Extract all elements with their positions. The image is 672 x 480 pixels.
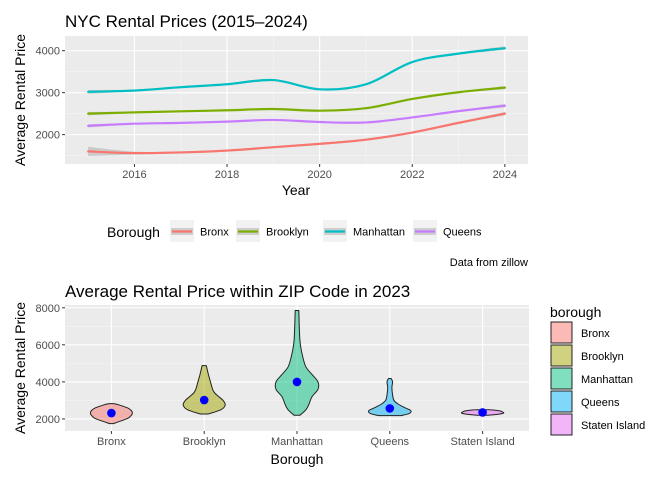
legend-label-staten-island: Staten Island bbox=[581, 420, 645, 432]
violin-chart-xlabel: Borough bbox=[271, 451, 324, 467]
series-line-bronx bbox=[87, 112, 506, 155]
legend-key-manhattan bbox=[550, 367, 573, 390]
series-band-bronx bbox=[88, 111, 505, 157]
line-chart-ylabel: Average Rental Price bbox=[12, 34, 28, 166]
violin-chart-xtick-label: Staten Island bbox=[450, 436, 514, 448]
violin-chart-legend: borough Bronx Brooklyn Manhattan Queens Stat… bbox=[550, 304, 645, 436]
legend-label-bronx: Bronx bbox=[581, 328, 610, 340]
legend-key-brooklyn bbox=[550, 344, 573, 367]
violin-chart-axes: 2000 4000 6000 8000 Bronx Brooklyn Manhattan Qu… bbox=[36, 303, 515, 448]
mean-point-brooklyn bbox=[199, 395, 209, 405]
line-chart-xtick-label: 2024 bbox=[493, 169, 517, 181]
line-chart-xtick-label: 2018 bbox=[215, 169, 239, 181]
violin-chart-xtick-label: Brooklyn bbox=[183, 436, 226, 448]
line-chart-series bbox=[87, 46, 506, 157]
mean-point-queens bbox=[385, 404, 395, 413]
line-chart-xtick-label: 2020 bbox=[307, 169, 331, 181]
violin-chart-ytick-label: 2000 bbox=[36, 414, 60, 426]
violin-chart-xtick-label: Manhattan bbox=[271, 436, 323, 448]
violin-chart-title: Average Rental Price within ZIP Code in … bbox=[65, 282, 410, 301]
violin-chart-ytick-label: 6000 bbox=[36, 340, 60, 352]
mean-point-bronx bbox=[107, 408, 116, 418]
caption: Data from zillow bbox=[450, 257, 528, 269]
line-chart-ytick-label: 4000 bbox=[36, 46, 60, 58]
legend-label-queens: Queens bbox=[581, 397, 620, 409]
legend-key-staten-island bbox=[550, 413, 573, 436]
line-chart-xtick-label: 2022 bbox=[400, 169, 424, 181]
line-chart: NYC Rental Prices (2015–2024) 2016 2018 20… bbox=[12, 12, 528, 269]
legend-label-brooklyn: Brooklyn bbox=[581, 351, 624, 363]
line-chart-title: NYC Rental Prices (2015–2024) bbox=[65, 12, 308, 31]
line-chart-axes: 2016 2018 2020 2022 2024 2000 3000 4000 bbox=[36, 46, 518, 181]
violin-manhattan bbox=[274, 310, 320, 416]
legend-label-brooklyn: Brooklyn bbox=[266, 227, 309, 239]
line-chart-xlabel: Year bbox=[282, 182, 311, 198]
line-chart-ytick-label: 3000 bbox=[36, 88, 60, 100]
violin-chart-violins bbox=[89, 310, 505, 425]
violin-chart-ylabel: Average Rental Price bbox=[12, 302, 28, 434]
series-line-brooklyn bbox=[87, 86, 506, 115]
line-chart-panel bbox=[65, 36, 528, 164]
line-chart-xtick-label: 2016 bbox=[122, 169, 146, 181]
legend-label-queens: Queens bbox=[443, 227, 482, 239]
legend-label-manhattan: Manhattan bbox=[581, 374, 633, 386]
legend-key-queens bbox=[550, 390, 573, 413]
legend-label-manhattan: Manhattan bbox=[353, 227, 405, 239]
legend-key-bronx bbox=[550, 321, 573, 344]
violin-chart-xtick-label: Bronx bbox=[97, 436, 126, 448]
violin-chart: Average Rental Price within ZIP Code in … bbox=[12, 282, 645, 467]
violin-chart-xtick-label: Queens bbox=[371, 436, 410, 448]
violin-queens bbox=[367, 378, 412, 417]
violin-brooklyn bbox=[182, 365, 226, 415]
series-line-queens bbox=[87, 104, 506, 127]
line-chart-ytick-label: 2000 bbox=[36, 130, 60, 142]
violin-chart-ytick-label: 8000 bbox=[36, 303, 60, 315]
mean-point-manhattan bbox=[292, 377, 302, 387]
series-line-manhattan bbox=[87, 47, 506, 93]
legend-label-bronx: Bronx bbox=[200, 227, 229, 239]
mean-point-staten-island bbox=[478, 408, 487, 417]
line-legend-title: Borough bbox=[107, 224, 160, 240]
violin-chart-ytick-label: 4000 bbox=[36, 377, 60, 389]
violin-legend-title: borough bbox=[550, 304, 601, 320]
line-chart-legend: Borough Bronx Brooklyn Manhattan Queens bbox=[107, 220, 482, 242]
